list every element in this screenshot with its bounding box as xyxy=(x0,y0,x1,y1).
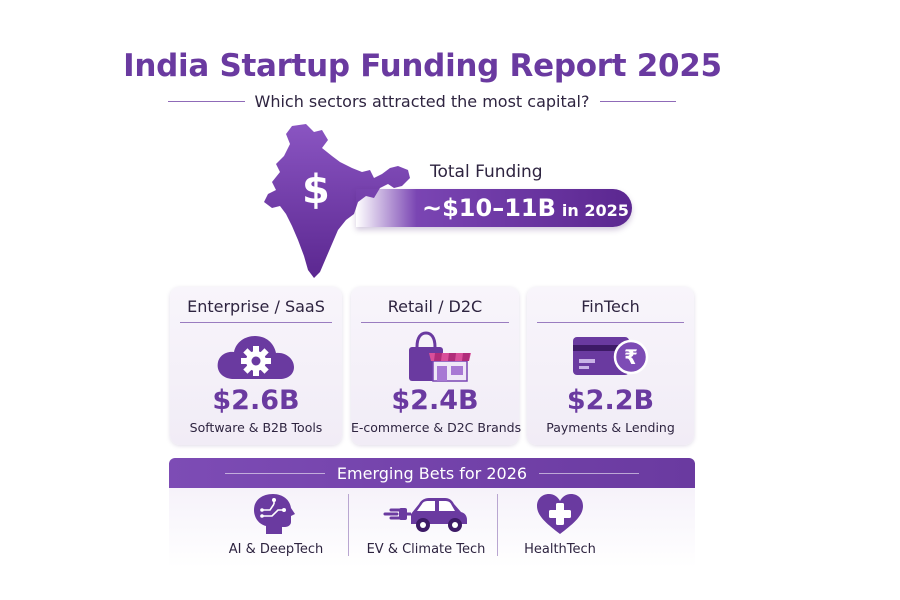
emerging-item-label: AI & DeepTech xyxy=(228,542,324,557)
emerging-item-label: EV & Climate Tech xyxy=(366,542,486,557)
heart-plus-icon xyxy=(490,492,630,536)
total-funding-period: in 2025 xyxy=(561,201,629,220)
dollar-symbol: $ xyxy=(302,167,330,213)
total-funding-label: Total Funding xyxy=(430,162,543,182)
india-map-icon xyxy=(262,122,414,282)
emerging-item-ev-climate: EV & Climate Tech xyxy=(356,490,496,562)
sector-subtitle: Software & B2B Tools xyxy=(189,420,323,435)
sector-title: FinTech xyxy=(581,297,640,316)
emerging-divider xyxy=(497,494,498,556)
banner-rule-left xyxy=(224,472,325,474)
banner-rule-right xyxy=(539,472,640,474)
cloud-gear-icon xyxy=(170,331,342,383)
emerging-item-healthtech: HealthTech xyxy=(490,490,630,562)
sector-value: $2.4B xyxy=(391,385,479,416)
sector-divider xyxy=(180,322,332,323)
sector-divider xyxy=(537,322,684,323)
sector-card-enterprise-saas: Enterprise / SaaS $2.6B Software xyxy=(170,287,342,445)
total-funding-amount: ~$10–11B xyxy=(422,194,556,222)
total-funding-value: ~$10–11B in 2025 xyxy=(422,194,629,222)
sector-subtitle: E-commerce & D2C Brands xyxy=(351,420,522,435)
sector-value: $2.2B xyxy=(566,385,655,416)
page-title: India Startup Funding Report 2025 xyxy=(123,48,722,84)
sector-card-fintech: FinTech ₹ $2.2B Payments & Lending xyxy=(527,287,694,445)
subtitle-rule-left xyxy=(168,100,245,102)
emerging-divider xyxy=(348,494,349,556)
emerging-item-label: HealthTech xyxy=(524,542,596,557)
sector-value: $2.6B xyxy=(212,385,300,416)
ai-head-icon xyxy=(206,492,346,536)
sector-subtitle: Payments & Lending xyxy=(546,420,675,435)
sector-card-retail-d2c: Retail / D2C $2.4B E-commerce & D2C Bran… xyxy=(351,287,522,445)
sector-divider xyxy=(361,322,509,323)
emerging-item-ai-deeptech: AI & DeepTech xyxy=(206,490,346,562)
ev-car-icon xyxy=(356,492,496,536)
subtitle-row: Which sectors attracted the most capital… xyxy=(168,90,676,112)
page-subtitle: Which sectors attracted the most capital… xyxy=(254,91,590,111)
shopping-bag-store-icon xyxy=(351,331,519,383)
emerging-bets-title: Emerging Bets for 2026 xyxy=(336,463,528,483)
total-funding-pill xyxy=(356,189,632,227)
svg-text:₹: ₹ xyxy=(624,345,638,369)
sector-title: Retail / D2C xyxy=(387,297,483,316)
sector-title: Enterprise / SaaS xyxy=(187,297,325,316)
card-rupee-icon: ₹ xyxy=(527,331,694,383)
subtitle-rule-right xyxy=(599,100,676,102)
emerging-bets-banner: Emerging Bets for 2026 xyxy=(169,458,695,488)
